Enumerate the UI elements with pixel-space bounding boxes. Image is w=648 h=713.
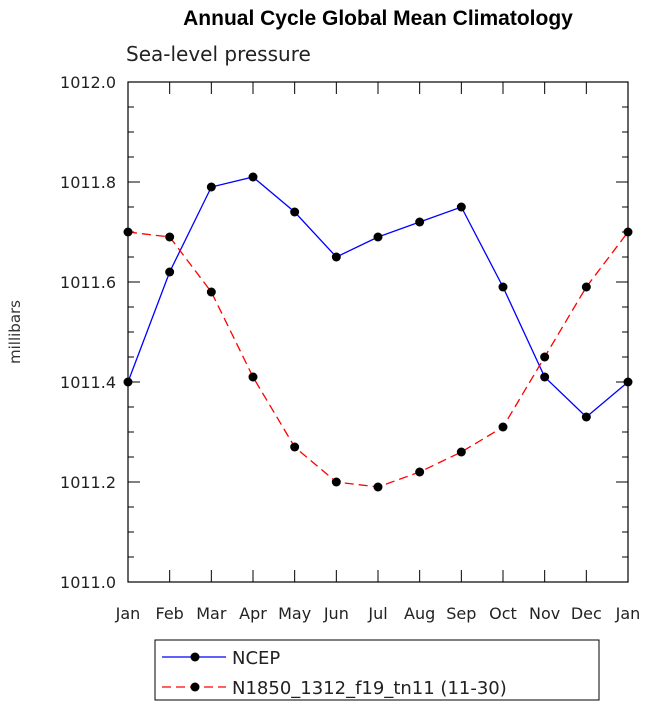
data-point	[623, 377, 633, 387]
data-point	[581, 412, 591, 422]
data-point	[206, 287, 216, 297]
x-tick-label: Nov	[529, 604, 560, 623]
data-point	[248, 172, 258, 182]
data-point	[415, 217, 425, 227]
x-tick-label: Aug	[404, 604, 435, 623]
data-point	[498, 282, 508, 292]
x-tick-label: Jan	[615, 604, 641, 623]
x-tick-label: Oct	[489, 604, 517, 623]
x-tick-label: Apr	[239, 604, 267, 623]
x-tick-label: Sep	[446, 604, 476, 623]
data-point	[290, 207, 300, 217]
legend-label: N1850_1312_f19_tn11 (11-30)	[232, 678, 507, 699]
data-point	[540, 372, 550, 382]
x-tick-label: Dec	[571, 604, 602, 623]
data-point	[373, 482, 383, 492]
chart-subtitle: Sea-level pressure	[126, 42, 311, 66]
y-tick-label: 1011.6	[60, 273, 116, 292]
legend-box	[154, 639, 600, 701]
data-point	[165, 267, 175, 277]
y-tick-label: 1011.8	[60, 173, 116, 192]
y-tick-label: 1012.0	[60, 73, 116, 92]
data-point	[373, 232, 383, 242]
data-point	[540, 352, 550, 362]
legend-label: NCEP	[232, 648, 280, 669]
data-point	[415, 467, 425, 477]
x-tick-label: Jan	[115, 604, 141, 623]
y-tick-label: 1011.4	[60, 373, 116, 392]
data-point	[331, 477, 341, 487]
y-axis-label: millibars	[6, 300, 24, 364]
x-tick-label: Feb	[156, 604, 184, 623]
x-tick-label: Mar	[196, 604, 227, 623]
data-point	[206, 182, 216, 192]
legend-marker	[190, 682, 200, 692]
x-tick-label: Jul	[367, 604, 387, 623]
data-point	[248, 372, 258, 382]
data-point	[123, 227, 133, 237]
data-point	[456, 202, 466, 212]
chart-title: Annual Cycle Global Mean Climatology	[183, 7, 573, 30]
data-point	[331, 252, 341, 262]
series-line	[127, 231, 629, 488]
x-tick-label: Jun	[323, 604, 349, 623]
legend-marker	[190, 652, 200, 662]
x-tick-label: May	[278, 604, 311, 623]
y-tick-label: 1011.2	[60, 473, 116, 492]
legend: NCEP N1850_1312_f19_tn11 (11-30)	[154, 639, 600, 701]
plot-area: 1011.0 1011.2 1011.4 1011.6 1011.8 1012.0 Jan F…	[60, 73, 640, 623]
series-line	[127, 176, 629, 418]
plot-frame	[127, 81, 629, 583]
data-point	[290, 442, 300, 452]
data-point	[165, 232, 175, 242]
data-point	[581, 282, 591, 292]
data-point	[123, 377, 133, 387]
y-tick-label: 1011.0	[60, 573, 116, 592]
data-point	[456, 447, 466, 457]
data-point	[498, 422, 508, 432]
data-point	[623, 227, 633, 237]
